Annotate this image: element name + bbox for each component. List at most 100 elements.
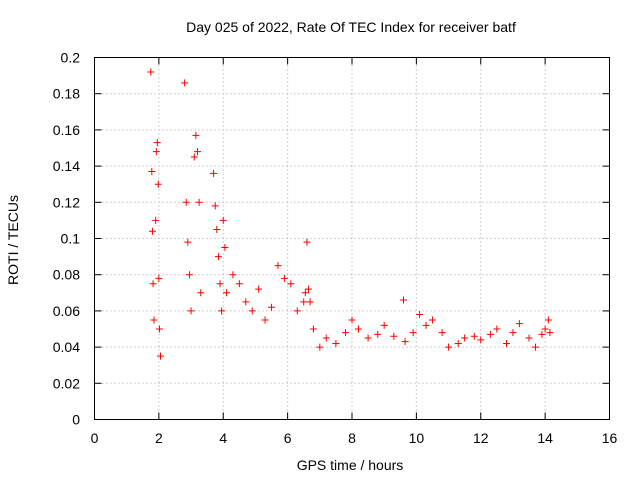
data-point bbox=[322, 334, 330, 342]
data-point bbox=[211, 202, 219, 210]
data-point bbox=[416, 311, 424, 319]
x-tick-label: 4 bbox=[219, 430, 227, 446]
data-point bbox=[195, 198, 203, 206]
data-point bbox=[300, 298, 308, 306]
data-point bbox=[293, 307, 301, 315]
y-tick-label: 0.18 bbox=[53, 86, 80, 102]
data-point bbox=[248, 307, 256, 315]
data-point bbox=[156, 325, 164, 333]
x-tick-label: 8 bbox=[348, 430, 356, 446]
data-point bbox=[486, 330, 494, 338]
data-point bbox=[390, 332, 398, 340]
data-point bbox=[342, 329, 350, 337]
data-point bbox=[255, 285, 263, 293]
data-point bbox=[147, 68, 155, 76]
data-point bbox=[348, 316, 356, 324]
data-point bbox=[181, 79, 189, 87]
data-point bbox=[306, 298, 314, 306]
data-point bbox=[544, 316, 552, 324]
data-point bbox=[303, 238, 311, 246]
data-point bbox=[261, 316, 269, 324]
data-point bbox=[219, 216, 227, 224]
data-point bbox=[509, 329, 517, 337]
data-point bbox=[242, 298, 250, 306]
data-point bbox=[182, 198, 190, 206]
data-point bbox=[503, 339, 510, 347]
data-point bbox=[538, 330, 546, 338]
y-tick-labels: 0 0.02 0.04 0.06 0.08 0.1 0.12 0.14 0.16 0.18 0.2 bbox=[53, 50, 80, 428]
data-point bbox=[153, 139, 161, 147]
data-point bbox=[409, 329, 417, 337]
y-tick-label: 0.1 bbox=[61, 231, 81, 247]
data-point bbox=[287, 280, 295, 288]
y-tick-label: 0.08 bbox=[53, 267, 80, 283]
y-tick-label: 0.14 bbox=[53, 158, 80, 174]
x-tick-label: 12 bbox=[473, 430, 489, 446]
data-point bbox=[364, 334, 372, 342]
data-point bbox=[332, 339, 340, 347]
axis-ticks bbox=[94, 57, 610, 420]
data-point bbox=[477, 336, 485, 344]
x-tick-label: 0 bbox=[91, 430, 99, 446]
data-point bbox=[235, 280, 243, 288]
data-point bbox=[305, 285, 313, 293]
data-point bbox=[515, 320, 523, 328]
data-point bbox=[197, 289, 205, 297]
data-point bbox=[194, 148, 201, 156]
data-point bbox=[185, 271, 193, 279]
data-point bbox=[222, 289, 230, 297]
data-point bbox=[493, 325, 501, 333]
data-point bbox=[438, 329, 446, 337]
y-tick-label: 0.16 bbox=[53, 122, 80, 138]
data-point bbox=[184, 238, 192, 246]
data-point bbox=[354, 325, 362, 333]
data-point bbox=[525, 334, 533, 342]
y-tick-label: 0.06 bbox=[53, 303, 80, 319]
data-point bbox=[454, 339, 462, 347]
x-tick-labels: 0 2 4 6 8 10 12 14 16 bbox=[91, 430, 618, 446]
data-point bbox=[229, 271, 237, 279]
data-point bbox=[380, 321, 388, 329]
x-tick-label: 6 bbox=[284, 430, 292, 446]
data-point bbox=[221, 244, 229, 252]
data-point bbox=[301, 289, 309, 297]
data-point bbox=[213, 225, 221, 233]
data-point bbox=[546, 329, 554, 337]
data-point bbox=[214, 253, 222, 261]
data-point bbox=[148, 168, 156, 176]
data-point bbox=[274, 262, 282, 270]
data-point bbox=[531, 343, 539, 351]
data-point bbox=[152, 216, 160, 224]
y-tick-label: 0.02 bbox=[53, 375, 80, 391]
data-point bbox=[190, 153, 198, 161]
data-point bbox=[150, 316, 158, 324]
data-point bbox=[154, 180, 162, 188]
data-point bbox=[280, 274, 288, 282]
y-tick-label: 0 bbox=[72, 412, 80, 428]
data-point bbox=[155, 274, 163, 282]
data-points bbox=[147, 68, 554, 360]
y-axis-label: ROTI / TECUs bbox=[5, 195, 21, 285]
data-point bbox=[148, 227, 156, 235]
data-point bbox=[149, 280, 157, 288]
data-point bbox=[401, 338, 409, 346]
data-point bbox=[216, 280, 224, 288]
x-tick-label: 16 bbox=[602, 430, 618, 446]
y-tick-label: 0.2 bbox=[61, 50, 81, 66]
x-tick-label: 2 bbox=[155, 430, 163, 446]
data-point bbox=[210, 169, 218, 177]
data-point bbox=[192, 131, 200, 139]
x-tick-label: 14 bbox=[537, 430, 553, 446]
data-point bbox=[187, 307, 195, 315]
chart-title: Day 025 of 2022, Rate Of TEC Index for r… bbox=[186, 19, 516, 35]
data-point bbox=[422, 321, 430, 329]
data-point bbox=[541, 325, 549, 333]
data-point bbox=[316, 343, 324, 351]
x-axis-label: GPS time / hours bbox=[297, 457, 404, 473]
data-point bbox=[374, 330, 382, 338]
data-point bbox=[309, 325, 317, 333]
x-tick-label: 10 bbox=[409, 430, 425, 446]
y-tick-label: 0.04 bbox=[53, 339, 80, 355]
data-point bbox=[218, 307, 226, 315]
